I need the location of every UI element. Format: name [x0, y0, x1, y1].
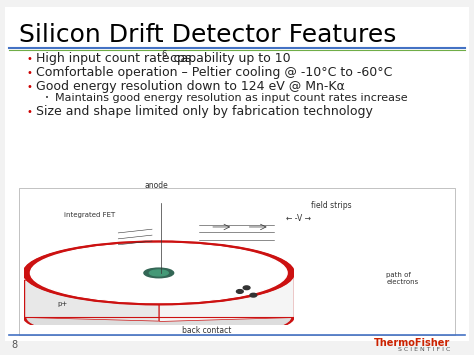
Text: 8: 8 [12, 340, 18, 350]
Ellipse shape [27, 296, 291, 339]
Polygon shape [24, 273, 159, 321]
Circle shape [243, 286, 250, 290]
Text: field strips: field strips [311, 201, 352, 211]
Text: p+: p+ [57, 301, 68, 307]
Ellipse shape [127, 266, 191, 280]
Ellipse shape [33, 244, 284, 302]
Ellipse shape [62, 250, 255, 295]
Ellipse shape [144, 268, 173, 278]
Text: Size and shape limited only by fabrication technology: Size and shape limited only by fabricati… [36, 105, 373, 118]
Ellipse shape [130, 266, 188, 280]
Ellipse shape [117, 263, 201, 283]
Text: back contact: back contact [182, 326, 231, 335]
Ellipse shape [40, 245, 277, 301]
Ellipse shape [24, 241, 294, 305]
Ellipse shape [72, 253, 246, 293]
Text: Silicon Drift Detector Features: Silicon Drift Detector Features [19, 23, 396, 47]
Ellipse shape [30, 243, 287, 303]
Ellipse shape [101, 260, 217, 286]
Ellipse shape [108, 261, 210, 285]
Text: cps.: cps. [166, 52, 195, 65]
Ellipse shape [137, 268, 181, 278]
Text: •: • [45, 95, 49, 100]
Text: anode: anode [145, 181, 168, 190]
Text: path of
electrons: path of electrons [386, 272, 419, 285]
Ellipse shape [50, 247, 268, 298]
Bar [19, 188, 455, 335]
Ellipse shape [43, 246, 274, 300]
Text: integrated FET: integrated FET [64, 212, 115, 218]
Ellipse shape [149, 271, 168, 275]
Text: Comfortable operation – Peltier cooling @ -10°C to -60°C: Comfortable operation – Peltier cooling … [36, 66, 392, 79]
Polygon shape [159, 273, 294, 321]
Circle shape [250, 293, 257, 297]
Text: n- silicon: n- silicon [182, 283, 216, 292]
Ellipse shape [88, 257, 229, 289]
Ellipse shape [91, 257, 227, 289]
Text: •: • [26, 82, 32, 92]
Ellipse shape [120, 264, 197, 282]
Text: 6: 6 [161, 50, 166, 59]
Ellipse shape [24, 295, 294, 340]
Ellipse shape [98, 259, 219, 287]
Ellipse shape [82, 255, 236, 291]
Text: •: • [26, 54, 32, 64]
Ellipse shape [79, 254, 239, 291]
Ellipse shape [53, 248, 265, 298]
Ellipse shape [110, 262, 207, 284]
Text: ThermoFisher: ThermoFisher [374, 338, 450, 348]
Text: •: • [26, 68, 32, 78]
Ellipse shape [139, 268, 178, 278]
Text: Maintains good energy resolution as input count rates increase: Maintains good energy resolution as inpu… [55, 93, 407, 103]
Text: •: • [26, 107, 32, 117]
Circle shape [237, 290, 243, 293]
Ellipse shape [59, 250, 258, 296]
Ellipse shape [69, 252, 248, 294]
Text: ← -V →: ← -V → [286, 214, 311, 223]
Text: Good energy resolution down to 124 eV @ Mn-Kα: Good energy resolution down to 124 eV @ … [36, 81, 344, 93]
Text: High input count rate capability up to 10: High input count rate capability up to 1… [36, 52, 290, 65]
Ellipse shape [156, 272, 162, 273]
Text: S C I E N T I F I C: S C I E N T I F I C [398, 347, 450, 352]
Ellipse shape [146, 270, 171, 276]
Ellipse shape [149, 270, 168, 276]
